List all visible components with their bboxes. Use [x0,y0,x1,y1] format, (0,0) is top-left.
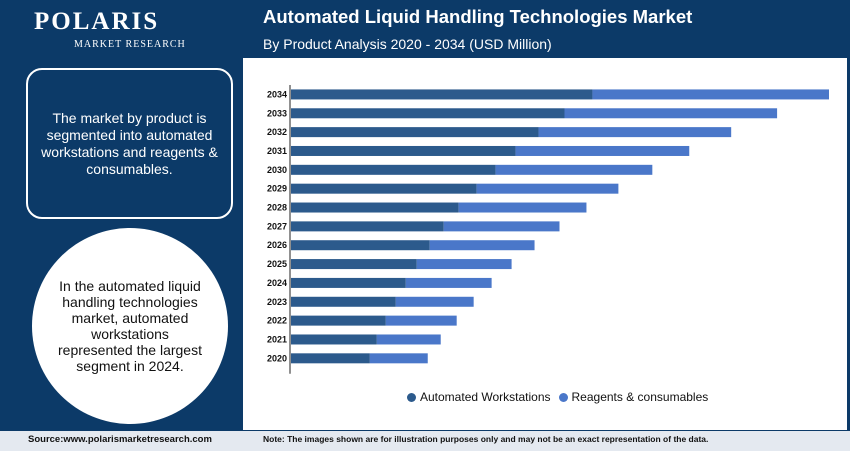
tick-label-2020: 2020 [267,353,287,363]
segment-info-text: The market by product is segmented into … [41,109,218,177]
logo-wordmark: POLARIS [34,8,160,35]
legend-label-automated-workstations: Automated Workstations [420,390,551,404]
legend-swatch-automated-workstations [407,392,416,402]
tick-label-2034: 2034 [267,89,287,99]
tick-label-2022: 2022 [267,316,287,326]
bar-reagents-consumables-2022 [385,315,457,326]
bar-automated-workstations-2020 [291,353,370,364]
bar-automated-workstations-2021 [291,334,377,345]
tick-label-2031: 2031 [267,146,287,156]
tick-label-2023: 2023 [267,297,287,307]
bar-reagents-consumables-2026 [429,240,535,251]
bar-reagents-consumables-2028 [458,202,587,213]
chart-legend: Automated Workstations Reagents & consum… [407,390,716,404]
bar-automated-workstations-2032 [291,127,539,138]
stacked-bar-chart: 2034 2033 2032 2031 2030 2029 2028 2027 2026 2025… [267,85,829,374]
footer-band [0,430,850,451]
highlight-text: In the automated liquid handling technol… [58,278,202,374]
logo-tagline: MARKET RESEARCH [74,39,186,50]
bar-reagents-consumables-2032 [538,127,732,138]
tick-label-2021: 2021 [267,334,287,344]
bar-reagents-consumables-2031 [515,145,690,156]
tick-label-2027: 2027 [267,221,287,231]
bar-automated-workstations-2027 [291,221,444,232]
tick-label-2033: 2033 [267,108,287,118]
tick-label-2025: 2025 [267,259,287,269]
page-title: Automated Liquid Handling Technologies M… [263,6,693,27]
bar-automated-workstations-2031 [291,145,516,156]
bar-automated-workstations-2023 [291,296,396,307]
tick-label-2028: 2028 [267,203,287,213]
disclaimer-note: Note: The images shown are for illustrat… [263,434,709,444]
legend-item-automated-workstations: Automated Workstations [407,390,551,404]
bar-automated-workstations-2026 [291,240,430,251]
bar-reagents-consumables-2024 [405,277,492,288]
legend-item-reagents-consumables: Reagents & consumables [558,390,709,404]
bar-automated-workstations-2033 [291,108,565,119]
bar-reagents-consumables-2029 [476,183,619,194]
bar-automated-workstations-2028 [291,202,459,213]
legend-label-reagents-consumables: Reagents & consumables [571,390,709,404]
segment-info-box: The market by product is segmented into … [26,68,233,219]
bar-reagents-consumables-2033 [564,108,778,119]
polaris-logo: POLARIS MARKET RESEARCH [28,8,204,52]
bar-automated-workstations-2022 [291,315,386,326]
bar-reagents-consumables-2025 [416,259,512,270]
bar-reagents-consumables-2020 [369,353,428,364]
bar-automated-workstations-2025 [291,259,417,270]
tick-label-2026: 2026 [267,240,287,250]
bar-reagents-consumables-2021 [376,334,441,345]
tick-label-2029: 2029 [267,184,287,194]
page-subtitle: By Product Analysis 2020 - 2034 (USD Mil… [263,36,552,52]
bar-automated-workstations-2034 [291,89,593,100]
source-citation: Source:www.polarismarketresearch.com [28,434,212,445]
tick-label-2030: 2030 [267,165,287,175]
bar-automated-workstations-2029 [291,183,477,194]
highlight-circle: In the automated liquid handling technol… [32,228,228,424]
bar-reagents-consumables-2034 [592,89,829,100]
bar-automated-workstations-2030 [291,164,496,175]
bar-reagents-consumables-2030 [495,164,653,175]
legend-swatch-reagents-consumables [558,392,568,402]
tick-label-2024: 2024 [267,278,287,288]
tick-label-2032: 2032 [267,127,287,137]
bar-reagents-consumables-2027 [443,221,560,232]
bar-automated-workstations-2024 [291,277,406,288]
bar-reagents-consumables-2023 [395,296,474,307]
